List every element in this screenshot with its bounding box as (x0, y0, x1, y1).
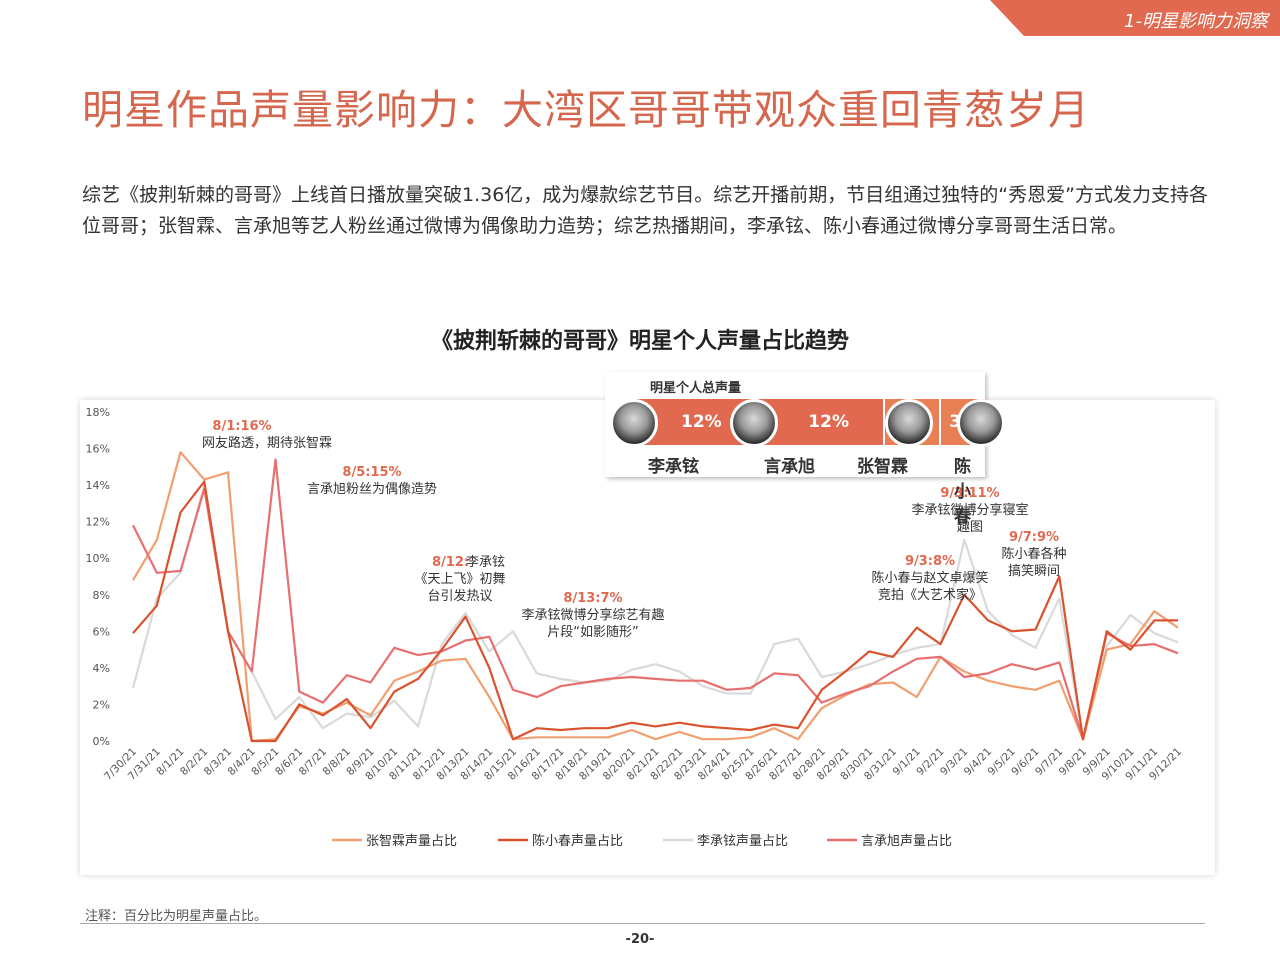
y-tick-label: 0% (93, 735, 110, 748)
annotation-text: 搞笑瞬间 (1008, 563, 1060, 579)
section-tag: 1-明星影响力洞察 (990, 0, 1280, 36)
y-tick-label: 8% (93, 589, 110, 602)
annotation-text: 片段“如影随形” (547, 624, 638, 640)
intro-paragraph: 综艺《披荆斩棘的哥哥》上线首日播放量突破1.36亿，成为爆款综艺节目。综艺开播前… (82, 184, 1208, 237)
page-title: 明星作品声量影响力：大湾区哥哥带观众重回青葱岁月 (82, 86, 1090, 134)
share-value-1: 12% (681, 412, 722, 432)
avatar-photo-icon (730, 399, 778, 447)
y-tick-label: 10% (86, 552, 110, 565)
annotation-text: 竞拍《大艺术家》 (878, 587, 982, 603)
avatar-photo-icon (885, 399, 933, 447)
annotation-head: 8/1:16% (212, 419, 271, 434)
share-value-2: 12% (808, 412, 849, 432)
legend-label: 张智霖声量占比 (366, 834, 457, 849)
chart-title: 《披荆斩棘的哥哥》明星个人声量占比趋势 (430, 329, 849, 354)
y-tick-label: 6% (93, 625, 110, 638)
avatar-photo-icon (957, 399, 1005, 447)
legend-label: 李承铉声量占比 (697, 833, 788, 849)
y-tick-label: 18% (86, 406, 110, 419)
annotation-text: 网友路透，期待张智霖 (202, 435, 332, 451)
annotation-text: 台引发热议 (427, 588, 492, 604)
y-tick-label: 16% (86, 443, 110, 456)
annotation-text: 趣图 (957, 520, 983, 535)
share-segment-1: 12% (637, 399, 756, 445)
series-line (132, 458, 1179, 741)
avatar-photo-icon (610, 399, 658, 447)
star-name-2: 言承旭 (764, 457, 815, 477)
share-panel-title: 明星个人总声量 (650, 381, 742, 396)
annotation-head: 8/5:15% (342, 465, 401, 480)
star-name-3: 张智霖 (857, 457, 908, 477)
footnote: 注释：百分比为明星声量占比。 (85, 909, 268, 924)
annotation-text: 陈小春与赵文卓爆笑 (871, 570, 988, 586)
chart-container: 0% 2% 4% 6% 8% 10% 12% 14% 16% 18% 7/30/21 7/31/21 8… (80, 400, 1215, 875)
total-share-panel: 明星个人总声量 12% 12% 3% 3% 李承铉 言承旭 张智霖 陈小春 (605, 372, 1005, 527)
annotation-head: 9/7:9% (1009, 530, 1059, 545)
y-tick-label: 14% (86, 479, 110, 492)
annotation-text: 李承铉微博分享寝室 (911, 502, 1028, 518)
annotation-head: 8/13:7% (563, 591, 622, 606)
y-tick-label: 2% (93, 698, 110, 711)
star-name-1: 李承铉 (648, 457, 699, 477)
y-tick-label: 4% (93, 662, 110, 675)
footer-divider (80, 923, 1205, 924)
annotation-head: 9/3:11% (940, 486, 999, 501)
annotation-head: 9/3:8% (905, 554, 955, 569)
legend-label: 陈小春声量占比 (532, 833, 623, 849)
annotation-text: 《天上飞》初舞 (414, 572, 505, 587)
y-tick-label: 12% (86, 516, 110, 529)
legend-label: 言承旭声量占比 (861, 834, 952, 849)
annotation-head: 8/12: (432, 555, 469, 570)
line-chart: 0%2%4%6%8%10%12%14%16%18%7/30/217/31/218… (86, 406, 1185, 849)
annotation-text: 言承旭粉丝为偶像造势 (307, 481, 437, 497)
annotation-text: 李承铉 (466, 554, 505, 570)
section-tag-label: 1-明星影响力洞察 (1124, 11, 1268, 32)
star-name-4: 陈小春 (954, 457, 971, 527)
annotation-text: 陈小春各种 (1001, 546, 1066, 562)
page-number: -20- (625, 932, 655, 947)
series-line (132, 480, 1178, 743)
annotation-text: 李承铉微博分享综艺有趣 (521, 607, 664, 623)
